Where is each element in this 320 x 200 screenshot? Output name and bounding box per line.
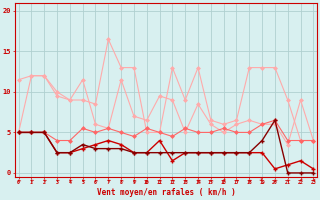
X-axis label: Vent moyen/en rafales ( km/h ): Vent moyen/en rafales ( km/h ) — [97, 188, 236, 197]
